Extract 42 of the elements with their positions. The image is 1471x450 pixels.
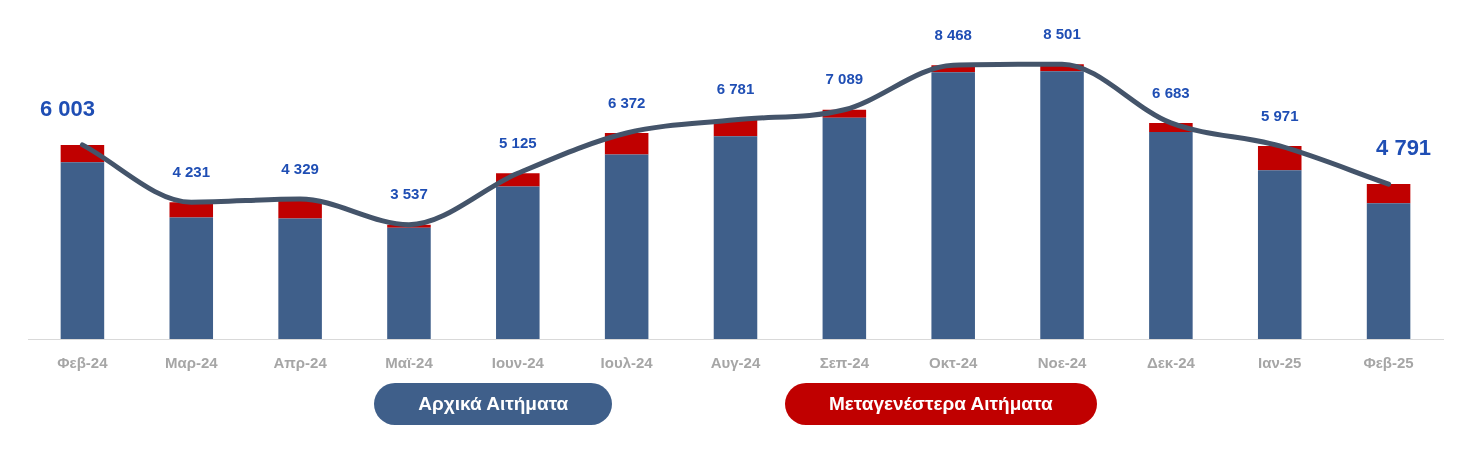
x-tick-label: Αυγ-24 — [710, 354, 761, 372]
x-tick-label: Μαρ-24 — [164, 354, 219, 372]
x-tick-label: Μαϊ-24 — [385, 354, 434, 372]
x-tick-label: Φεβ-24 — [57, 354, 109, 372]
data-label: 7 089 — [825, 70, 864, 88]
bar — [387, 227, 431, 339]
bar — [822, 117, 867, 339]
bar — [1366, 184, 1411, 204]
bar — [1149, 132, 1193, 339]
bar — [713, 136, 758, 339]
x-tick-label: Ιουλ-24 — [600, 354, 654, 372]
bar — [1366, 203, 1411, 339]
bar — [1040, 71, 1084, 339]
x-tick-label: Οκτ-24 — [928, 354, 979, 372]
data-label: 6 683 — [1152, 83, 1190, 101]
bar — [496, 186, 540, 339]
bar — [931, 72, 975, 339]
data-label: 6 003 — [39, 95, 95, 121]
bar — [278, 218, 322, 339]
x-tick-label: Ιουν-24 — [491, 354, 545, 372]
x-tick-label: Ιαν-25 — [1258, 354, 1302, 372]
x-tick-label: Δεκ-24 — [1146, 354, 1196, 372]
bar — [169, 217, 214, 339]
data-label: 8 468 — [934, 25, 972, 43]
bar — [604, 154, 649, 339]
data-label: 8 501 — [1043, 24, 1081, 42]
data-label: 4 329 — [281, 159, 319, 177]
data-label: 4 791 — [1376, 135, 1432, 161]
data-label: 3 537 — [390, 185, 428, 203]
x-tick-label: Απρ-24 — [273, 354, 328, 372]
data-label: 4 231 — [172, 162, 211, 180]
data-label: 5 971 — [1260, 106, 1299, 124]
data-label: 6 372 — [607, 93, 646, 111]
text: Μεταγενέστερα Αιτήματα — [784, 383, 1097, 425]
data-label: 6 781 — [716, 80, 755, 98]
x-tick-label: Σεπ-24 — [819, 354, 870, 372]
data-label: 5 125 — [499, 133, 537, 151]
bar — [1257, 170, 1302, 339]
text: Αρχικά Αιτήματα — [374, 383, 613, 425]
x-tick-label: Νοε-24 — [1037, 354, 1088, 372]
x-tick-label: Φεβ-25 — [1363, 354, 1414, 372]
bar — [60, 162, 105, 339]
